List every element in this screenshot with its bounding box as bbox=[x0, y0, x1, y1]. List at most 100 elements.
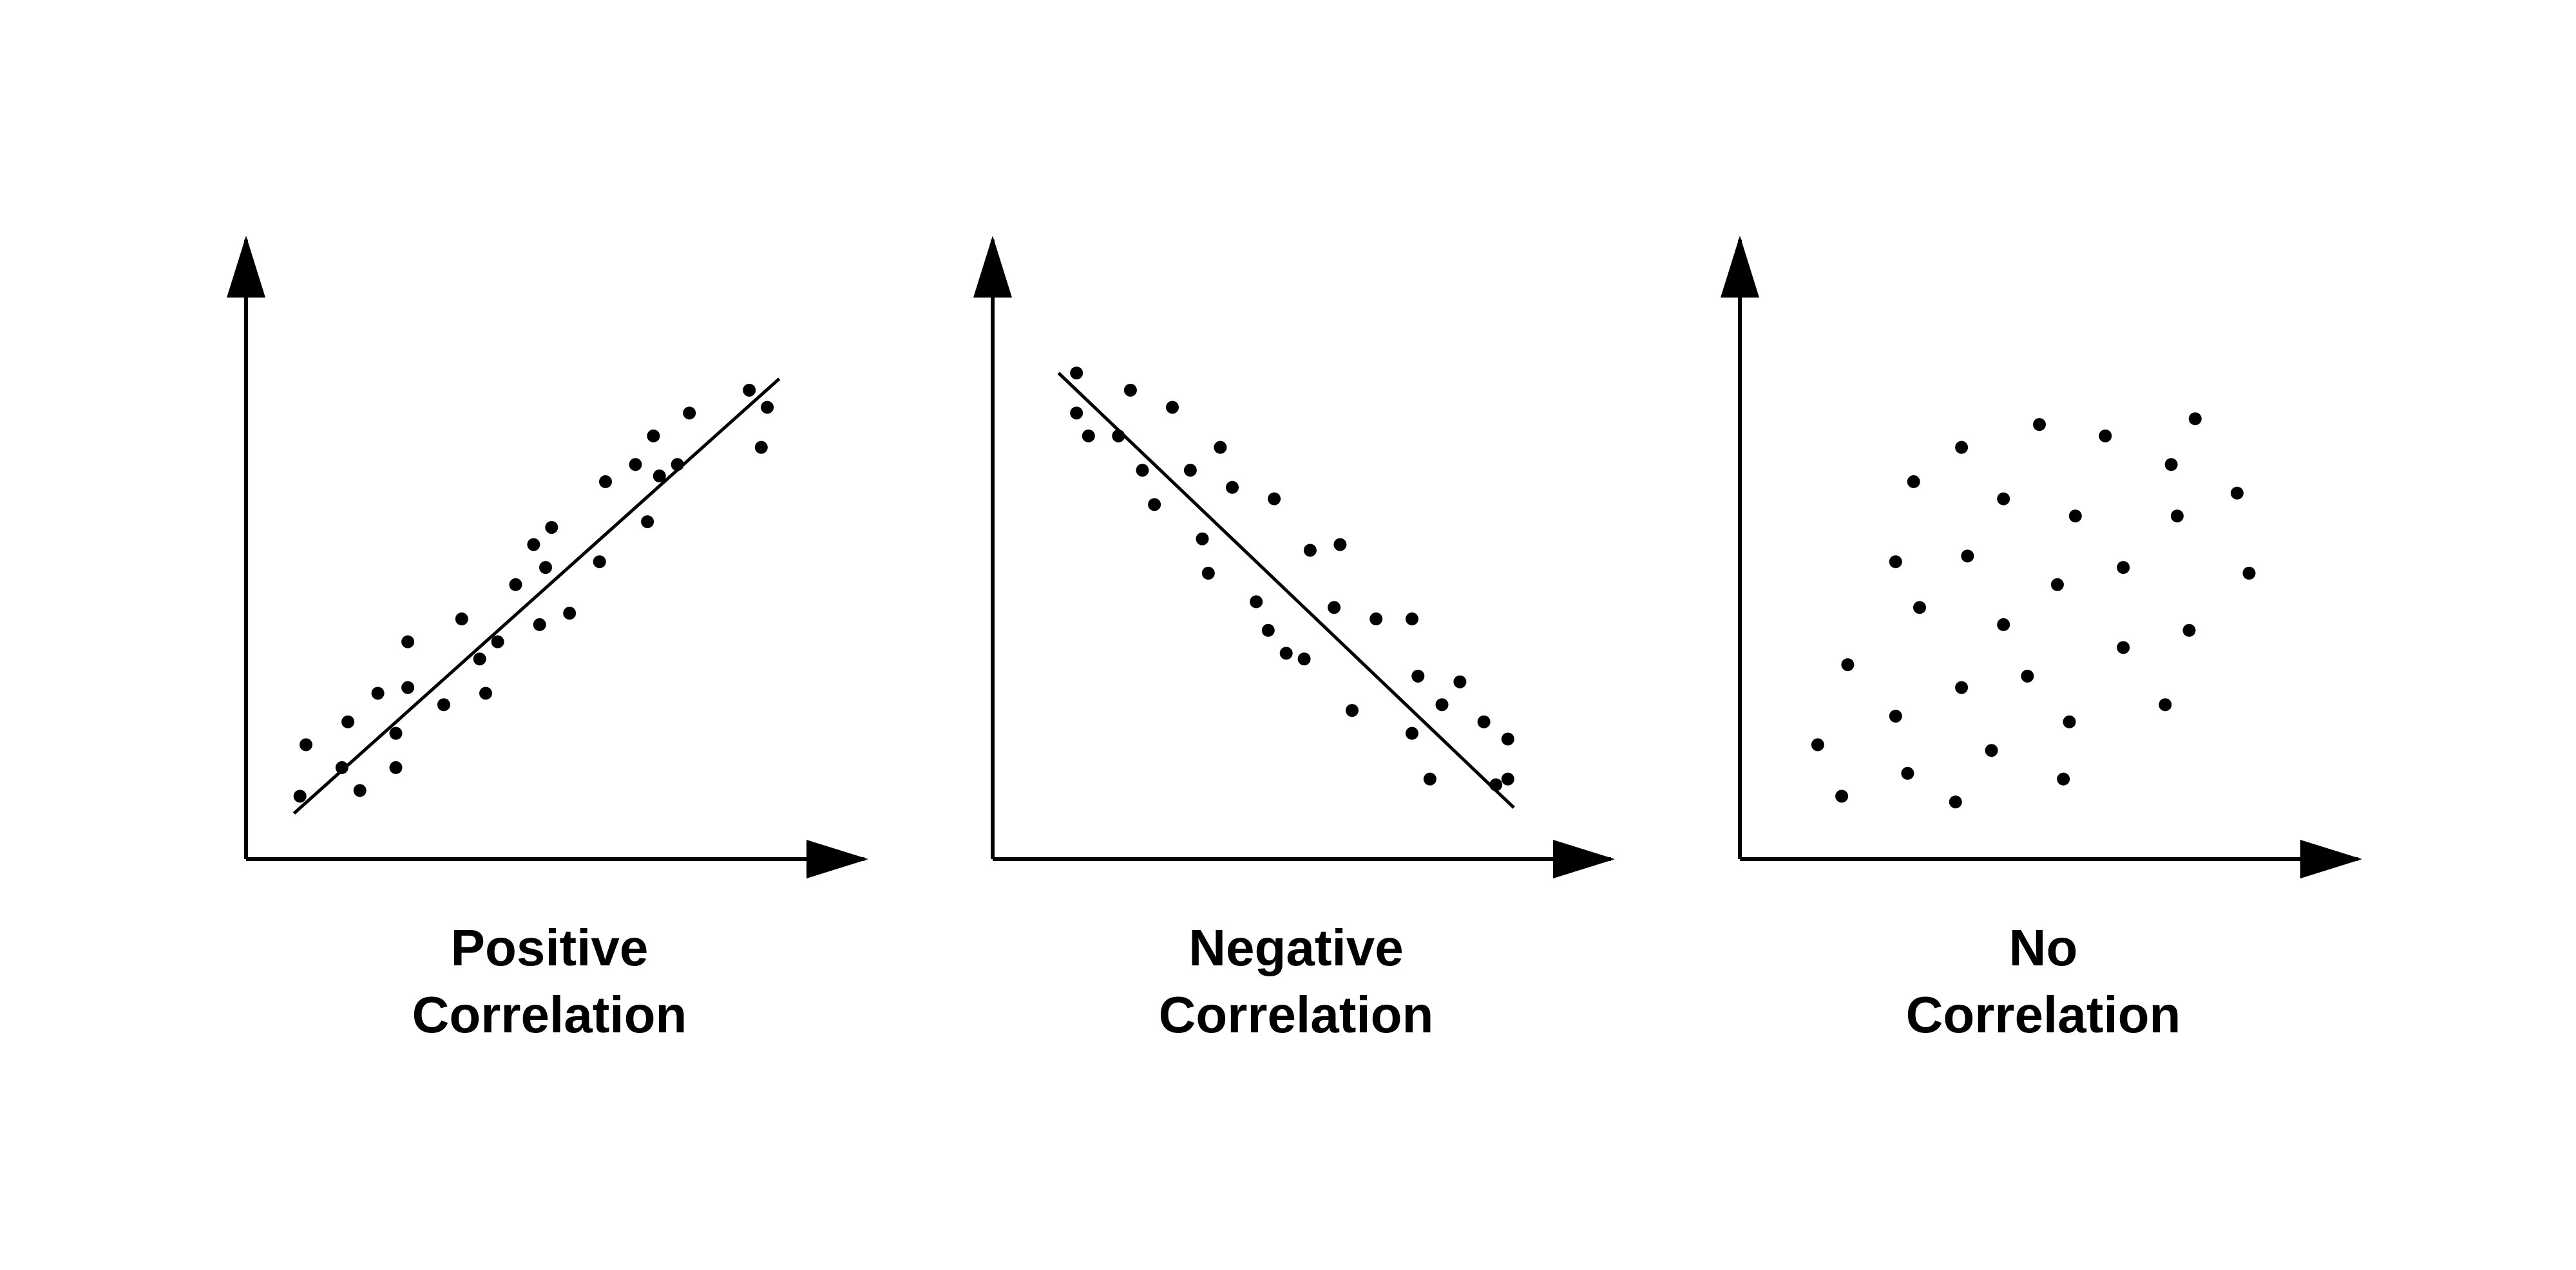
data-point bbox=[491, 635, 504, 649]
caption-negative-correlation: Negative Correlation bbox=[1038, 915, 1554, 1048]
data-point bbox=[1303, 544, 1317, 557]
data-point bbox=[2021, 669, 2034, 683]
data-point bbox=[743, 383, 756, 397]
data-point bbox=[1453, 675, 1467, 688]
data-point bbox=[1297, 652, 1311, 666]
data-point bbox=[1333, 538, 1347, 551]
data-point bbox=[401, 635, 415, 649]
data-point bbox=[1435, 698, 1449, 712]
caption-line-1: Positive bbox=[450, 919, 649, 976]
data-point bbox=[2182, 623, 2196, 637]
panel-negative-correlation bbox=[973, 236, 1615, 878]
data-point bbox=[1489, 778, 1503, 791]
data-point bbox=[1166, 401, 1179, 414]
data-point bbox=[2033, 418, 2046, 431]
caption-line-1: Negative bbox=[1188, 919, 1404, 976]
data-point bbox=[1889, 710, 1902, 723]
data-point bbox=[1406, 726, 1418, 740]
data-point bbox=[293, 790, 307, 803]
data-point bbox=[641, 515, 654, 529]
data-point bbox=[1811, 738, 1824, 752]
data-point bbox=[647, 429, 660, 442]
data-point bbox=[509, 578, 522, 591]
data-point bbox=[1997, 492, 2010, 506]
data-point bbox=[2117, 641, 2130, 654]
data-point bbox=[1268, 492, 1281, 506]
data-point bbox=[1889, 555, 1902, 569]
data-point bbox=[1955, 441, 1969, 454]
data-point bbox=[389, 761, 403, 774]
data-point bbox=[1501, 772, 1514, 786]
data-point bbox=[671, 458, 684, 471]
data-point bbox=[479, 687, 492, 700]
data-point bbox=[341, 715, 355, 728]
data-point bbox=[1949, 795, 1962, 809]
data-point bbox=[1070, 366, 1083, 380]
data-point bbox=[1123, 383, 1137, 397]
data-point bbox=[1279, 647, 1293, 660]
data-point bbox=[1201, 567, 1215, 580]
data-point bbox=[1136, 464, 1149, 477]
data-point bbox=[629, 458, 642, 471]
data-point bbox=[1411, 669, 1425, 683]
panel-no-correlation bbox=[1721, 236, 2362, 878]
data-point bbox=[1913, 601, 1926, 614]
data-point bbox=[539, 561, 552, 574]
data-point bbox=[2159, 698, 2172, 712]
data-point bbox=[1261, 623, 1275, 637]
caption-positive-correlation: Positive Correlation bbox=[292, 915, 807, 1048]
data-point bbox=[761, 401, 774, 414]
data-point bbox=[1406, 612, 1418, 626]
data-point bbox=[1901, 766, 1914, 780]
data-point bbox=[1835, 790, 1849, 803]
caption-no-correlation: No Correlation bbox=[1786, 915, 2301, 1048]
data-point bbox=[1477, 715, 1491, 728]
data-point bbox=[1369, 612, 1383, 626]
data-point bbox=[545, 520, 558, 534]
data-point bbox=[754, 441, 768, 454]
data-point bbox=[1997, 618, 2010, 631]
data-point bbox=[2057, 772, 2070, 786]
panel-positive-correlation bbox=[227, 236, 868, 878]
data-point bbox=[1501, 732, 1514, 746]
data-point bbox=[593, 555, 606, 569]
data-point bbox=[1196, 532, 1209, 545]
data-point bbox=[1070, 406, 1083, 420]
trend-line bbox=[1057, 372, 1515, 809]
data-point bbox=[563, 607, 577, 620]
data-point bbox=[401, 681, 415, 694]
data-point bbox=[437, 698, 450, 712]
data-point bbox=[1961, 549, 1974, 563]
data-point bbox=[2068, 509, 2082, 523]
data-point bbox=[1841, 658, 1855, 672]
data-point bbox=[1328, 601, 1341, 614]
data-point bbox=[599, 475, 612, 488]
data-point bbox=[1183, 464, 1197, 477]
data-point bbox=[2050, 578, 2064, 591]
data-point bbox=[1082, 429, 1095, 442]
data-point bbox=[653, 469, 666, 483]
data-point bbox=[389, 726, 403, 740]
trend-line bbox=[292, 377, 781, 815]
data-point bbox=[353, 784, 367, 797]
data-point bbox=[683, 406, 696, 420]
data-point bbox=[300, 738, 312, 752]
data-point bbox=[2188, 412, 2202, 426]
data-point bbox=[1250, 595, 1263, 609]
data-point bbox=[533, 618, 546, 631]
data-point bbox=[2164, 458, 2178, 471]
data-point bbox=[1907, 475, 1920, 488]
caption-line-2: Correlation bbox=[412, 986, 687, 1043]
caption-line-2: Correlation bbox=[1158, 986, 1434, 1043]
data-point bbox=[1423, 772, 1436, 786]
data-point bbox=[1148, 498, 1161, 511]
data-point bbox=[1214, 441, 1227, 454]
data-point bbox=[2242, 567, 2256, 580]
data-point bbox=[2099, 429, 2112, 442]
data-point bbox=[335, 761, 348, 774]
caption-line-2: Correlation bbox=[1905, 986, 2181, 1043]
data-point bbox=[527, 538, 540, 551]
data-point bbox=[2230, 486, 2244, 500]
data-point bbox=[473, 652, 486, 666]
